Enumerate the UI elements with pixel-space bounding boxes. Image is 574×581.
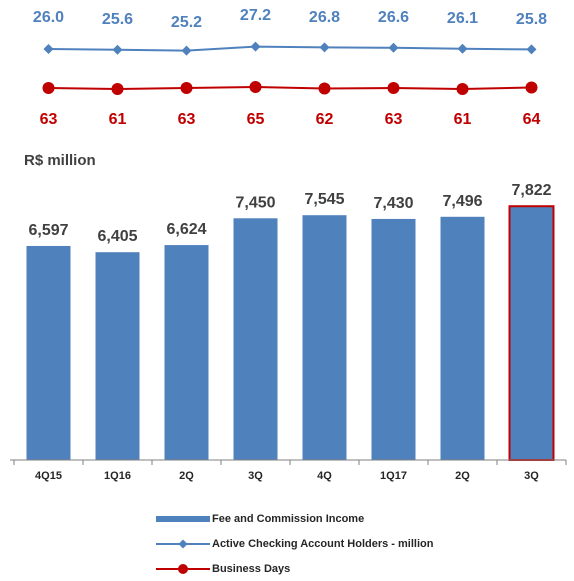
legend-label-account-holders: Active Checking Account Holders - millio… — [212, 537, 434, 550]
bar-value-label: 7,450 — [235, 194, 275, 211]
x-tick-label: 1Q16 — [104, 470, 131, 482]
business-days-value-label: 63 — [40, 111, 58, 128]
accounts-value-label: 26.6 — [378, 9, 409, 26]
business-days-marker — [180, 82, 193, 94]
legend-label-business-days: Business Days — [212, 562, 291, 575]
x-tick-label: 2Q — [455, 470, 470, 482]
accounts-marker — [388, 42, 399, 53]
accounts-marker — [181, 45, 192, 56]
legend-swatch-circle-line — [156, 563, 210, 574]
accounts-line — [48, 45, 532, 52]
bar-value-label: 6,597 — [28, 222, 68, 239]
chart-legend: Fee and Commission Income Active Checkin… — [156, 506, 433, 581]
legend-swatch-bar — [156, 515, 210, 522]
legend-item-business-days: Business Days — [156, 556, 433, 581]
accounts-marker — [319, 42, 330, 53]
business-days-line — [48, 85, 532, 91]
accounts-marker — [43, 44, 54, 54]
business-days-value-label: 65 — [247, 111, 265, 128]
accounts-marker — [457, 43, 468, 54]
business-days-value-label: 61 — [109, 111, 127, 128]
x-tick-label: 4Q15 — [35, 470, 62, 482]
accounts-marker — [526, 44, 537, 55]
x-tick-label: 3Q — [248, 470, 263, 482]
bar — [95, 252, 140, 460]
bar-value-label: 7,822 — [511, 182, 551, 199]
bar-value-label: 7,496 — [442, 193, 482, 210]
bar — [440, 216, 485, 460]
business-days-value-label: 61 — [454, 111, 472, 128]
bar — [371, 218, 416, 460]
accounts-value-label: 25.6 — [102, 11, 133, 28]
legend-item-fee-income: Fee and Commission Income — [156, 506, 433, 531]
bar-value-label: 6,405 — [97, 228, 137, 245]
bar-value-label: 7,430 — [373, 195, 413, 212]
legend-swatch-diamond-line — [156, 539, 210, 548]
business-days-marker — [318, 82, 331, 95]
accounts-value-label: 26.0 — [33, 9, 64, 26]
bar — [233, 218, 278, 460]
business-days-marker — [249, 81, 262, 93]
business-days-value-label: 63 — [385, 111, 403, 128]
unit-label: R$ million — [24, 152, 96, 169]
bar-value-label: 7,545 — [304, 191, 344, 208]
bar — [508, 205, 555, 461]
bar — [26, 245, 71, 460]
accounts-value-label: 26.1 — [447, 10, 478, 27]
bar — [302, 215, 347, 460]
accounts-value-label: 27.2 — [240, 7, 271, 24]
business-days-value-label: 64 — [523, 111, 541, 128]
x-tick-label: 1Q17 — [380, 470, 407, 482]
x-tick-label: 4Q — [317, 470, 332, 482]
accounts-value-label: 26.8 — [309, 9, 340, 26]
business-days-marker — [111, 83, 124, 95]
business-days-marker — [42, 82, 55, 94]
business-days-value-label: 62 — [316, 111, 334, 128]
business-days-marker — [387, 82, 400, 94]
x-tick-label: 3Q — [524, 470, 539, 482]
business-days-marker — [525, 81, 538, 94]
accounts-marker — [250, 41, 261, 52]
accounts-marker — [112, 44, 123, 55]
bar-value-label: 6,624 — [166, 221, 206, 238]
bar — [164, 245, 209, 460]
business-days-value-label: 63 — [178, 111, 196, 128]
x-tick-label: 2Q — [179, 470, 194, 482]
legend-label-fee-income: Fee and Commission Income — [212, 512, 365, 525]
accounts-value-label: 25.2 — [171, 14, 202, 31]
legend-item-account-holders: Active Checking Account Holders - millio… — [156, 531, 433, 556]
accounts-value-label: 25.8 — [516, 11, 547, 28]
business-days-marker — [456, 83, 469, 95]
